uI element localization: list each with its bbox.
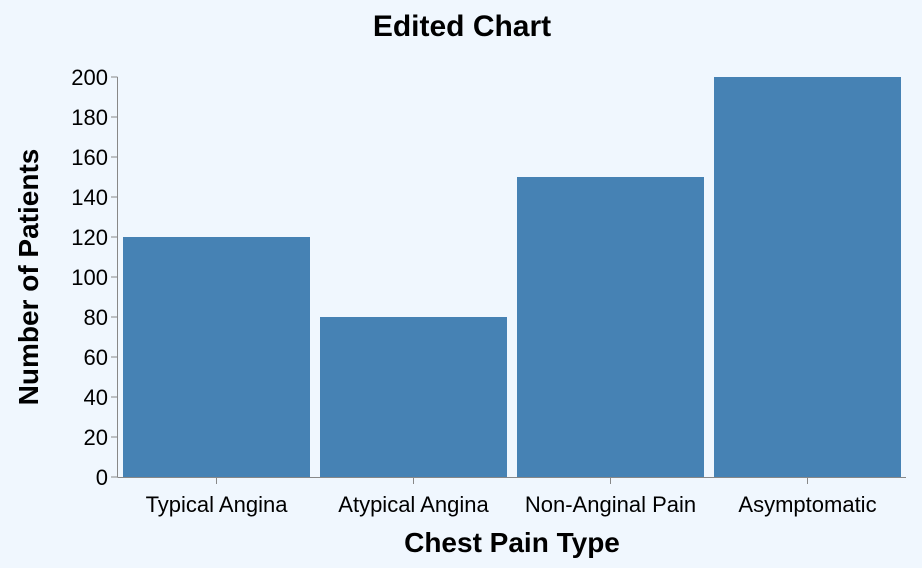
x-axis: Typical Angina Atypical Angina Non-Anginal… (117, 477, 906, 517)
y-tick-label: 120 (71, 225, 108, 250)
chart-title: Edited Chart (373, 10, 551, 43)
y-tick-label: 180 (71, 105, 108, 130)
y-axis-title: Number of Patients (13, 149, 44, 406)
y-axis: 0 20 40 60 80 100 120 140 160 180 200 (71, 65, 118, 490)
y-tick-label: 100 (71, 265, 108, 290)
x-tick-label: Non-Anginal Pain (525, 492, 696, 517)
x-tick-label: Asymptomatic (738, 492, 876, 517)
bar-typical-angina (123, 237, 310, 477)
x-axis-title: Chest Pain Type (404, 527, 620, 558)
y-tick-label: 160 (71, 145, 108, 170)
x-tick-label: Typical Angina (146, 492, 289, 517)
y-tick-label: 0 (96, 465, 108, 490)
x-tick-label: Atypical Angina (338, 492, 489, 517)
y-tick-label: 60 (84, 345, 108, 370)
y-tick-label: 140 (71, 185, 108, 210)
bar-asymptomatic (714, 77, 901, 477)
y-tick-label: 200 (71, 65, 108, 90)
y-tick-label: 80 (84, 305, 108, 330)
bar-atypical-angina (320, 317, 507, 477)
bars-group (123, 77, 901, 477)
y-tick-label: 40 (84, 385, 108, 410)
y-tick-label: 20 (84, 425, 108, 450)
bar-non-anginal-pain (517, 177, 704, 477)
